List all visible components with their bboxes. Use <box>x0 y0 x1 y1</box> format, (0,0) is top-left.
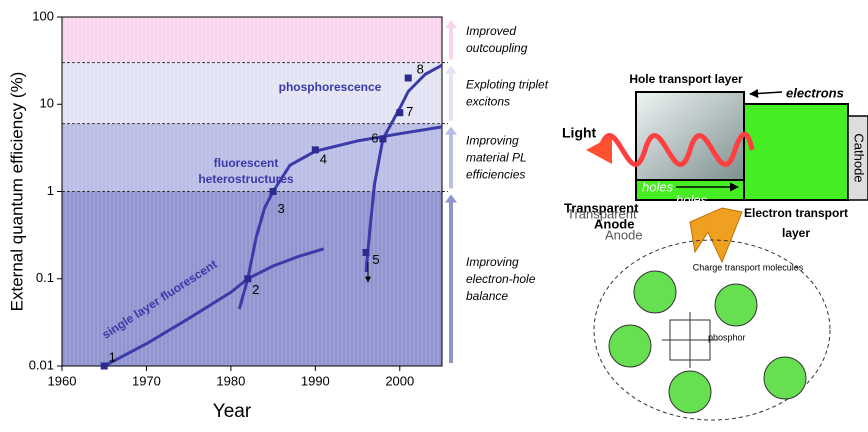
line <box>364 63 443 272</box>
label: Charge transport molecules <box>693 262 804 272</box>
band <box>62 17 442 63</box>
electron-layer <box>743 103 849 201</box>
label: Anode <box>605 227 643 242</box>
point-label: 4 <box>320 151 327 166</box>
device-diagram: Hole transport layer electrons Light Cat… <box>562 72 868 421</box>
label: Cathode <box>852 133 867 182</box>
y-tick-label: 0.01 <box>29 357 54 372</box>
y-tick-label: 1 <box>47 183 54 198</box>
band-label: Improving <box>466 134 519 148</box>
x-tick-label: 2000 <box>385 373 414 388</box>
point <box>379 135 387 143</box>
band-arrow-head <box>445 20 457 28</box>
light-wave <box>597 131 755 167</box>
point-label: 6 <box>371 130 378 145</box>
point <box>244 275 252 283</box>
label: Anode <box>594 216 634 231</box>
label: holes <box>642 179 674 194</box>
x-tick-label: 1980 <box>216 373 245 388</box>
point-label: 3 <box>277 201 284 216</box>
x-tick-label: 1970 <box>132 373 161 388</box>
molecule <box>608 324 652 368</box>
point-label: 2 <box>252 282 259 297</box>
point <box>362 248 370 256</box>
label: Light <box>562 125 597 141</box>
series-label: phosphorescence <box>279 80 382 94</box>
label: phosphor <box>708 332 746 342</box>
y-tick-label: 0.1 <box>36 270 54 285</box>
band-arrow-head <box>445 126 457 135</box>
zoom-circle <box>593 239 831 421</box>
molecule <box>668 370 712 414</box>
band-label: excitons <box>466 94 510 108</box>
point <box>404 74 412 82</box>
band-label: Exploting triplet <box>466 77 549 91</box>
molecule <box>714 283 758 327</box>
band-label: Improved <box>466 24 516 38</box>
line <box>103 247 325 368</box>
molecule <box>633 270 677 314</box>
label: Hole transport layer <box>629 72 743 86</box>
label: Transparent <box>564 200 639 215</box>
band-label: Improving <box>466 255 519 269</box>
y-tick-label: 10 <box>40 96 54 111</box>
point-label: 5 <box>372 252 379 267</box>
label: electrons <box>786 85 844 100</box>
label: Electron transport <box>744 206 848 220</box>
band-arrow-head <box>445 194 457 203</box>
point-label: 1 <box>109 349 116 364</box>
phosphor-molecule <box>662 312 718 368</box>
point <box>269 188 277 195</box>
label: layer <box>782 226 810 240</box>
y-axis-label: External quantum efficiency (%) <box>7 72 26 312</box>
point-label: 7 <box>406 104 413 119</box>
band-label: efficiencies <box>466 168 525 182</box>
y-tick-label: 100 <box>32 8 54 23</box>
point <box>396 109 404 117</box>
band <box>62 191 442 366</box>
label: holes <box>676 192 708 207</box>
band-label: electron-hole <box>466 272 536 286</box>
band-arrow-head <box>445 65 457 74</box>
x-tick-label: 1990 <box>301 373 330 388</box>
molecules <box>608 270 807 414</box>
band <box>62 62 442 124</box>
anode-layer <box>635 179 745 201</box>
series-label: fluorescent heterostructures <box>198 156 294 186</box>
point <box>311 146 319 154</box>
band-label: material PL <box>466 151 527 165</box>
x-tick-label: 1960 <box>48 373 77 388</box>
point-label: 8 <box>417 61 424 76</box>
zoom-arrow <box>689 207 743 264</box>
band-label: balance <box>466 289 508 303</box>
label: Transparent <box>567 206 637 221</box>
electron-arrow <box>749 89 783 98</box>
line <box>237 125 443 310</box>
light-arrow <box>586 136 612 164</box>
chart: Improved outcoupling Exploting triplet exci… <box>7 8 548 422</box>
x-axis-label: Year <box>213 401 252 422</box>
band-label: outcoupling <box>466 41 528 55</box>
point <box>100 362 108 370</box>
cathode-box <box>847 115 868 201</box>
molecule <box>763 356 807 400</box>
